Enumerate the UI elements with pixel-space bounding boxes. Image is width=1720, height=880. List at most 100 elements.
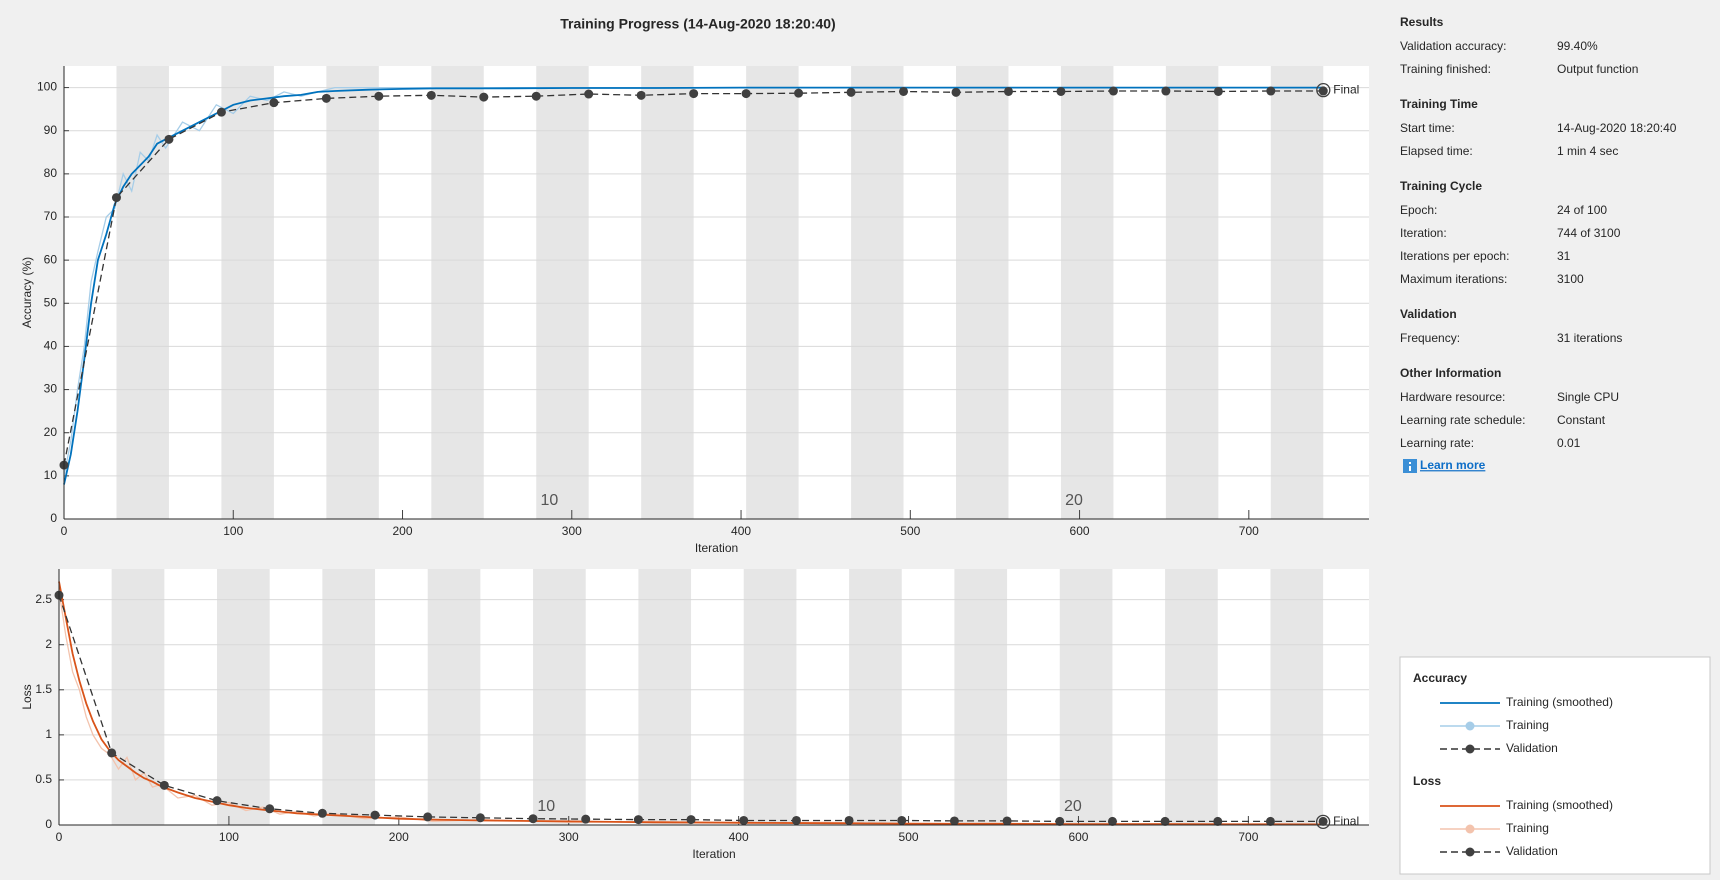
info-value: 14-Aug-2020 18:20:40	[1557, 121, 1677, 135]
learn-more-link[interactable]: Learn more	[1420, 458, 1486, 472]
epoch-band	[1059, 569, 1113, 825]
y-tick-label: 70	[44, 209, 58, 223]
epoch-band	[956, 66, 1009, 519]
info-value: 31	[1557, 249, 1571, 263]
y-tick-label: 20	[44, 425, 58, 439]
info-label: Iteration:	[1400, 226, 1447, 240]
validation-marker	[1003, 86, 1013, 96]
info-label: Iterations per epoch:	[1400, 249, 1509, 263]
validation-marker	[581, 814, 591, 824]
info-value: 3100	[1557, 272, 1584, 286]
validation-marker	[1002, 816, 1012, 826]
validation-marker	[374, 91, 384, 101]
y-tick-label: 10	[44, 468, 58, 482]
x-tick-label: 200	[389, 830, 409, 844]
info-label: Training finished:	[1400, 62, 1491, 76]
x-tick-label: 600	[1068, 830, 1088, 844]
final-marker	[1319, 818, 1327, 826]
validation-marker	[897, 815, 907, 825]
info-value: 31 iterations	[1557, 331, 1622, 345]
x-tick-label: 500	[900, 524, 920, 538]
validation-marker	[1265, 816, 1275, 826]
info-label: Validation accuracy:	[1400, 39, 1507, 53]
y-tick-label: 1	[45, 727, 52, 741]
y-tick-label: 80	[44, 166, 58, 180]
validation-marker	[1107, 816, 1117, 826]
x-tick-label: 700	[1238, 830, 1258, 844]
info-value: Constant	[1557, 413, 1606, 427]
info-value: 1 min 4 sec	[1557, 144, 1618, 158]
validation-marker	[686, 815, 696, 825]
validation-marker	[212, 796, 222, 806]
epoch-band	[1270, 66, 1324, 519]
validation-marker	[159, 780, 169, 790]
epoch-band	[217, 569, 270, 825]
y-tick-label: 90	[44, 123, 58, 137]
validation-marker	[1108, 86, 1118, 96]
validation-marker	[1161, 86, 1171, 96]
validation-marker	[269, 98, 279, 108]
epoch-label: 20	[1065, 492, 1083, 509]
epoch-band	[221, 66, 274, 519]
info-value: 744 of 3100	[1557, 226, 1621, 240]
x-tick-label: 200	[393, 524, 413, 538]
x-tick-label: 100	[219, 830, 239, 844]
validation-marker	[423, 812, 433, 822]
validation-marker	[164, 134, 174, 144]
epoch-band	[638, 569, 692, 825]
validation-marker	[1056, 86, 1066, 96]
epoch-label: 10	[537, 798, 555, 815]
y-axis-label: Accuracy (%)	[20, 257, 34, 328]
final-marker-ring	[1315, 814, 1331, 829]
legend-swatch-marker	[1465, 744, 1475, 754]
info-label: Learning rate:	[1400, 436, 1474, 450]
x-axis-label: Iteration	[692, 847, 735, 861]
validation-marker	[846, 87, 856, 97]
plot-area	[64, 66, 1369, 519]
legend-entry: Training (smoothed)	[1506, 798, 1613, 812]
y-tick-label: 30	[44, 382, 58, 396]
epoch-band	[533, 569, 586, 825]
y-tick-label: 100	[37, 80, 57, 94]
info-label: Maximum iterations:	[1400, 272, 1507, 286]
info-value: 99.40%	[1557, 39, 1598, 53]
final-marker	[1319, 86, 1328, 94]
epoch-band	[431, 66, 484, 519]
window-title: Training Progress (14-Aug-2020 18:20:40)	[560, 16, 835, 32]
y-tick-label: 0.5	[35, 772, 52, 786]
x-tick-label: 600	[1070, 524, 1090, 538]
y-tick-label: 40	[44, 339, 58, 353]
y-tick-label: 1.5	[35, 682, 52, 696]
info-label: Elapsed time:	[1400, 144, 1473, 158]
validation-marker	[111, 193, 121, 203]
validation-marker	[741, 89, 751, 99]
x-tick-label: 300	[559, 830, 579, 844]
validation-marker	[1055, 816, 1065, 826]
final-label: Final	[1333, 82, 1359, 96]
validation-marker	[739, 815, 749, 825]
epoch-band	[746, 66, 799, 519]
validation-marker	[370, 810, 380, 820]
section-title: Validation	[1400, 307, 1457, 321]
epoch-band	[326, 66, 379, 519]
validation-marker	[426, 90, 436, 100]
validation-marker	[633, 815, 643, 825]
legend-entry: Training	[1506, 821, 1549, 835]
y-tick-label: 0	[50, 511, 57, 525]
info-label: Hardware resource:	[1400, 390, 1505, 404]
validation-marker	[321, 93, 331, 103]
validation-marker	[265, 804, 275, 814]
info-label: Epoch:	[1400, 203, 1437, 217]
x-tick-label: 100	[223, 524, 243, 538]
epoch-band	[849, 569, 902, 825]
plot-area	[59, 569, 1369, 825]
series-line	[58, 581, 1324, 826]
validation-marker	[479, 92, 489, 102]
validation-marker	[528, 814, 538, 824]
legend-group-title: Accuracy	[1413, 671, 1467, 685]
x-tick-label: 300	[562, 524, 582, 538]
epoch-label: 10	[540, 492, 558, 509]
epoch-band	[427, 569, 481, 825]
epoch-band	[851, 66, 904, 519]
